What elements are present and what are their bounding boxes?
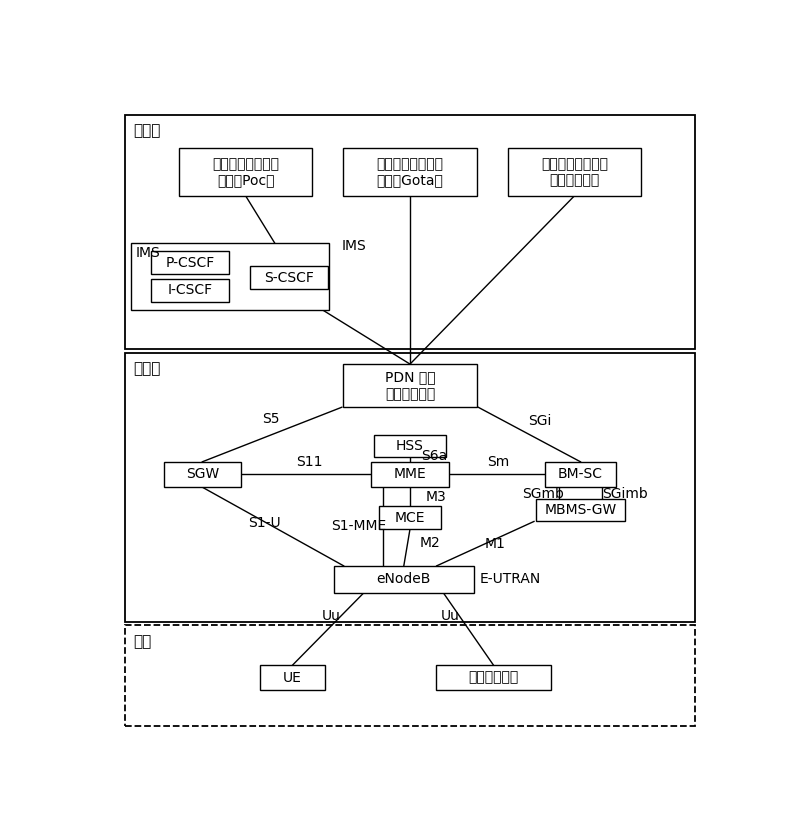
Text: M3: M3 xyxy=(426,489,446,503)
Text: Sm: Sm xyxy=(487,456,509,470)
Bar xyxy=(508,147,641,196)
Bar xyxy=(374,434,446,457)
Text: Uu: Uu xyxy=(441,609,460,623)
Text: M1: M1 xyxy=(485,537,506,551)
Text: 网络侧: 网络侧 xyxy=(133,361,160,376)
Bar xyxy=(125,115,695,349)
Text: S11: S11 xyxy=(296,456,323,470)
Text: MCE: MCE xyxy=(394,511,426,525)
Bar xyxy=(131,243,330,310)
Bar xyxy=(179,147,312,196)
Text: IMS: IMS xyxy=(136,246,161,260)
Bar xyxy=(151,279,229,302)
Bar xyxy=(260,666,325,690)
Text: SGW: SGW xyxy=(186,467,219,481)
Text: SGi: SGi xyxy=(529,414,552,428)
Text: PDN 网关
（支持集群）: PDN 网关 （支持集群） xyxy=(385,371,435,400)
Bar xyxy=(371,461,449,487)
Text: MME: MME xyxy=(394,467,426,481)
Bar xyxy=(535,499,626,522)
Bar xyxy=(343,147,477,196)
Bar xyxy=(436,666,551,690)
Text: BM-SC: BM-SC xyxy=(558,467,603,481)
Text: 集群其他终端: 集群其他终端 xyxy=(469,671,519,685)
Text: 集群应用服务器二
（基于Gota）: 集群应用服务器二 （基于Gota） xyxy=(377,157,443,187)
Bar xyxy=(379,506,441,529)
Text: S5: S5 xyxy=(262,412,279,426)
Text: S-CSCF: S-CSCF xyxy=(264,271,314,285)
Bar xyxy=(250,266,328,289)
Text: 集群应用服务器三
（其他类型）: 集群应用服务器三 （其他类型） xyxy=(541,157,608,187)
Bar xyxy=(163,461,241,487)
Bar xyxy=(545,461,616,487)
Text: I-CSCF: I-CSCF xyxy=(167,283,213,297)
Bar xyxy=(334,566,474,592)
Text: eNodeB: eNodeB xyxy=(377,572,431,586)
Text: S1-MME: S1-MME xyxy=(331,519,386,533)
Text: E-UTRAN: E-UTRAN xyxy=(480,572,542,586)
Text: 集群应用服务器一
（基于Poc）: 集群应用服务器一 （基于Poc） xyxy=(212,157,279,187)
Text: S6a: S6a xyxy=(421,449,447,463)
Text: 应用侧: 应用侧 xyxy=(133,123,160,138)
Text: M2: M2 xyxy=(419,536,440,550)
Text: MBMS-GW: MBMS-GW xyxy=(544,503,617,517)
Bar xyxy=(151,251,229,274)
Bar xyxy=(343,364,477,407)
Text: S1-U: S1-U xyxy=(248,516,281,530)
Text: SGimb: SGimb xyxy=(602,486,648,500)
Text: HSS: HSS xyxy=(396,439,424,453)
Text: UE: UE xyxy=(282,671,302,685)
Bar xyxy=(125,353,695,622)
Text: Uu: Uu xyxy=(322,609,341,623)
Text: IMS: IMS xyxy=(342,239,366,253)
Text: SGmb: SGmb xyxy=(522,486,564,500)
Text: P-CSCF: P-CSCF xyxy=(166,255,214,269)
Bar xyxy=(125,625,695,726)
Text: 终端: 终端 xyxy=(133,634,151,648)
